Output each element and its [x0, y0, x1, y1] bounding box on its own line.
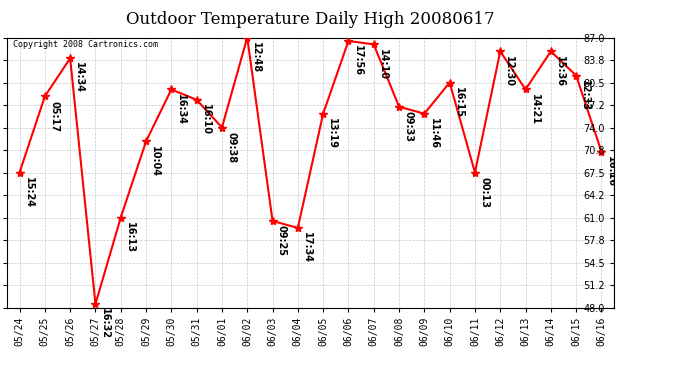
Text: 15:36: 15:36 — [555, 56, 565, 87]
Text: 15:24: 15:24 — [23, 177, 34, 208]
Text: 14:10: 14:10 — [378, 49, 388, 80]
Text: 16:15: 16:15 — [454, 87, 464, 118]
Text: 17:56: 17:56 — [353, 45, 363, 76]
Text: 16:10: 16:10 — [201, 104, 211, 135]
Text: Outdoor Temperature Daily High 20080617: Outdoor Temperature Daily High 20080617 — [126, 11, 495, 28]
Text: 16:13: 16:13 — [125, 222, 135, 253]
Text: 16:34: 16:34 — [175, 94, 186, 124]
Text: 00:13: 00:13 — [479, 177, 489, 208]
Text: 09:25: 09:25 — [277, 225, 287, 256]
Text: 13:19: 13:19 — [327, 118, 337, 149]
Text: 14:34: 14:34 — [75, 62, 84, 93]
Text: 05:17: 05:17 — [49, 100, 59, 132]
Text: 09:38: 09:38 — [226, 132, 236, 163]
Text: 16:32: 16:32 — [99, 308, 110, 339]
Text: 17:34: 17:34 — [302, 232, 312, 263]
Text: 14:21: 14:21 — [530, 94, 540, 124]
Text: 12:33: 12:33 — [580, 80, 591, 111]
Text: 12:48: 12:48 — [251, 42, 262, 73]
Text: 09:33: 09:33 — [403, 111, 413, 142]
Text: 12:30: 12:30 — [504, 56, 515, 87]
Text: 16:16: 16:16 — [606, 156, 615, 187]
Text: 11:46: 11:46 — [428, 118, 439, 149]
Text: 10:04: 10:04 — [150, 146, 160, 177]
Text: Copyright 2008 Cartronics.com: Copyright 2008 Cartronics.com — [13, 40, 158, 49]
